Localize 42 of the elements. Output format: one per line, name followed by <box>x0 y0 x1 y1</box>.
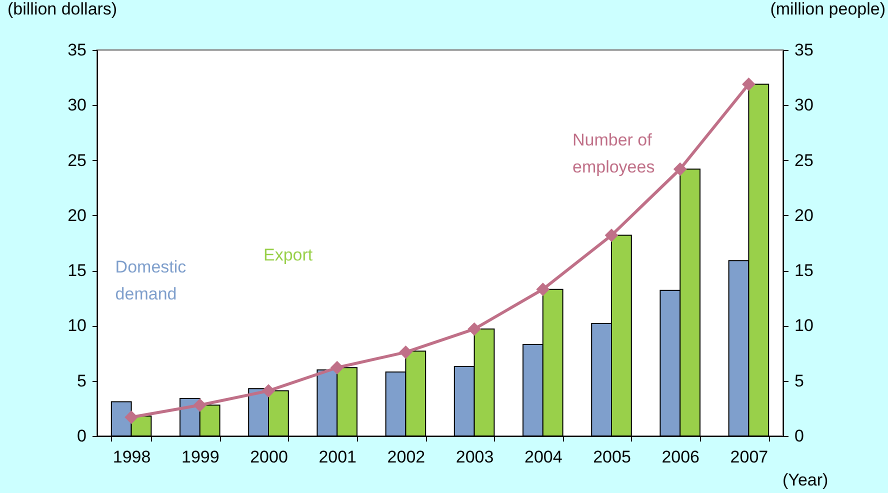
y2-tick-label: 5 <box>794 371 804 390</box>
x-tick-label: 1998 <box>112 448 151 466</box>
point <box>742 77 756 91</box>
y2-tick-label: 30 <box>794 96 814 115</box>
y-tick-label: 0 <box>77 426 86 446</box>
point <box>536 282 550 296</box>
point <box>468 322 482 336</box>
y2-tick-label: 15 <box>794 261 814 280</box>
y-tick-label: 5 <box>77 371 86 390</box>
x-tick-label: 2001 <box>318 448 357 466</box>
y-tick-label: 25 <box>68 150 86 170</box>
point <box>330 360 344 374</box>
point <box>262 384 276 398</box>
y2-tick-label: 35 <box>794 40 814 60</box>
text: Domestic demand <box>115 258 187 304</box>
x-tick-label: 2006 <box>662 448 700 466</box>
series-label: Number of employees <box>572 130 655 177</box>
x-tick-label: 2007 <box>730 448 768 466</box>
y-tick-label: 30 <box>68 96 86 115</box>
x-tick-label: 2003 <box>456 448 494 466</box>
y-axis-title: (billion dollars) <box>8 0 118 18</box>
text: Export <box>264 245 313 264</box>
y2-tick-label: 20 <box>794 206 814 225</box>
y2-tick-label: 0 <box>794 426 804 446</box>
point <box>124 410 138 424</box>
x-tick-label: 1999 <box>181 448 220 466</box>
y-tick-label: 35 <box>68 40 86 60</box>
y2-tick-label: 10 <box>794 316 814 336</box>
y2-tick-label: 25 <box>794 150 814 170</box>
x-tick-label: 2000 <box>250 448 288 466</box>
x-tick-label: 2004 <box>524 448 562 466</box>
y2-axis-title: (million people) <box>770 0 886 18</box>
y-tick-label: 10 <box>68 316 86 336</box>
x-tick-label: 2005 <box>593 448 631 466</box>
point <box>398 345 412 359</box>
y-tick-label: 15 <box>68 261 86 280</box>
point <box>604 228 618 242</box>
point <box>673 162 687 176</box>
x-tick-label: 2002 <box>387 448 426 466</box>
x-axis-title: (Year) <box>782 470 828 490</box>
point <box>193 398 207 412</box>
y-tick-label: 20 <box>68 206 86 225</box>
